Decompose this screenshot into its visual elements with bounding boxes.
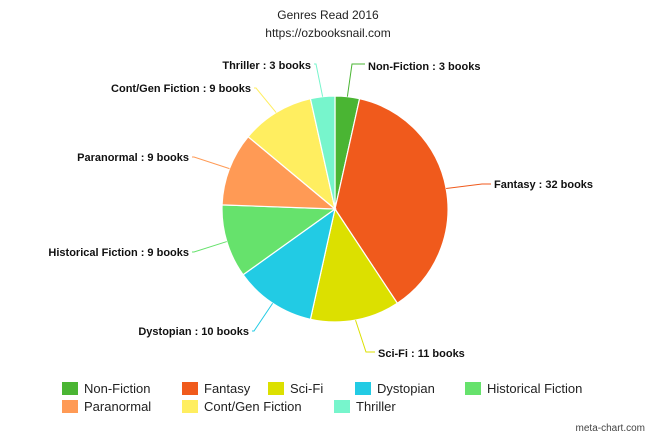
pie-slice-historical-fiction [221,204,337,276]
slice-label-cont-gen-fiction: Cont/Gen Fiction : 9 books [111,83,251,95]
legend-item-paranormal[interactable]: Paranormal [62,399,151,414]
legend-swatch [268,382,284,395]
slice-label-historical-fiction: Historical Fiction : 9 books [48,247,189,259]
pie-slices [221,95,449,323]
slice-label-dystopian: Dystopian : 10 books [138,326,249,338]
leader-line-historical-fiction [192,241,227,253]
slice-label-thriller: Thriller : 3 books [222,60,311,72]
pie-slice-sci-fi [309,207,399,323]
legend-item-thriller[interactable]: Thriller [334,399,396,414]
leader-line-non-fiction [346,63,365,97]
legend-swatch [182,400,198,413]
legend-swatch [465,382,481,395]
slice-labels: Non-Fiction : 3 books Fantasy : 32 books S… [48,60,593,360]
slice-label-sci-fi: Sci-Fi : 11 books [378,348,465,360]
legend-swatch [62,382,78,395]
leader-line-dystopian [252,302,274,332]
legend-swatch [62,400,78,413]
chart-subtitle: https://ozbooksnail.com [265,26,390,40]
legend-item-non-fiction[interactable]: Non-Fiction [62,381,150,396]
leader-line-cont-gen-fiction [254,87,277,113]
legend-swatch [182,382,198,395]
leader-line-paranormal [192,156,230,170]
legend-label: Non-Fiction [84,381,150,396]
leader-line-sci-fi [355,319,375,353]
leader-line-fantasy [446,183,491,189]
legend-label: Fantasy [204,381,251,396]
legend-item-historical-fiction[interactable]: Historical Fiction [465,381,582,396]
legend-label: Dystopian [377,381,435,396]
legend-label: Cont/Gen Fiction [204,399,302,414]
chart-title: Genres Read 2016 [277,8,379,22]
slice-label-fantasy: Fantasy : 32 books [494,179,593,191]
legend-swatch [355,382,371,395]
slice-label-non-fiction: Non-Fiction : 3 books [368,61,480,73]
legend-item-dystopian[interactable]: Dystopian [355,381,435,396]
legend-swatch [334,400,350,413]
pie-slice-paranormal [221,135,337,210]
pie-slice-cont-gen-fiction [247,97,336,211]
legend-item-fantasy[interactable]: Fantasy [182,381,251,396]
legend: Non-Fiction Fantasy Sci-Fi Dystopian Histori… [62,381,582,414]
legend-label: Paranormal [84,399,151,414]
slice-label-paranormal: Paranormal : 9 books [77,152,189,164]
legend-label: Thriller [356,399,396,414]
legend-item-cont-gen-fiction[interactable]: Cont/Gen Fiction [182,399,302,414]
leader-line-thriller [314,63,324,97]
legend-label: Historical Fiction [487,381,582,396]
credit-text: meta-chart.com [576,423,645,434]
legend-item-sci-fi[interactable]: Sci-Fi [268,381,323,396]
legend-label: Sci-Fi [290,381,323,396]
